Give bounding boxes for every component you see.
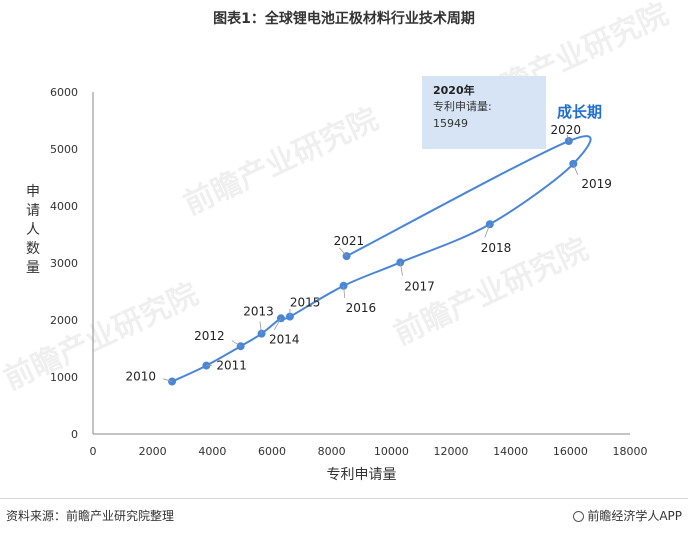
x-tick-label: 6000	[258, 445, 286, 458]
label-leader-2021	[339, 247, 347, 257]
x-tick-label: 8000	[318, 445, 346, 458]
x-tick-label: 10000	[374, 445, 409, 458]
label-leader-2013	[259, 321, 262, 334]
label-leader-2010	[163, 378, 173, 382]
x-tick-label: 18000	[613, 445, 648, 458]
x-tick-label: 4000	[198, 445, 226, 458]
label-leader-2014	[274, 318, 282, 331]
label-leader-2018	[484, 224, 491, 238]
x-tick-label: 2000	[139, 445, 167, 458]
label-leader-2019	[572, 163, 579, 175]
point-label-2020: 2020	[551, 123, 582, 137]
source-note: 资料来源：前瞻产业研究院整理	[6, 509, 175, 523]
point-label-2012: 2012	[194, 329, 225, 343]
chart-title: 图表1：全球锂电池正极材料行业技术周期	[213, 11, 475, 27]
credit-text: 前瞻经济学人APP	[587, 509, 682, 523]
y-tick-label: 2000	[50, 314, 78, 327]
y-axis-title: 申请人数量	[26, 184, 40, 276]
y-tick-label: 6000	[50, 86, 78, 99]
callout-label: 专利申请量:	[433, 99, 492, 113]
point-label-2016: 2016	[346, 301, 377, 315]
y-tick-label: 5000	[50, 143, 78, 156]
copyright-icon	[573, 511, 585, 522]
label-leader-2017	[399, 262, 403, 276]
label-leader-2016	[343, 285, 346, 298]
callout-background	[422, 76, 546, 149]
y-tick-label: 4000	[50, 200, 78, 213]
chart-axes: 0 2000 4000 6000 8000 10000 12000 14000 16000 180…	[26, 86, 648, 483]
point-label-2015: 2015	[290, 296, 321, 310]
y-tick-label: 0	[71, 428, 78, 441]
phase-label: 成长期	[557, 103, 602, 121]
point-label-2010: 2010	[126, 370, 157, 384]
y-tick-label: 1000	[50, 371, 78, 384]
x-axis-title: 专利申请量	[327, 467, 397, 483]
point-label-2021: 2021	[334, 234, 365, 248]
footer-divider	[0, 498, 688, 499]
label-leader-2020	[566, 134, 570, 142]
point-label-2017: 2017	[404, 279, 435, 293]
point-label-2014: 2014	[269, 332, 300, 346]
credit: 前瞻经济学人APP	[573, 507, 682, 524]
label-leader-2012	[231, 340, 241, 347]
point-labels: 2010 2011 2012 2013 2014 2015 2016 2017 2018 2019…	[126, 103, 612, 384]
x-tick-label: 12000	[434, 445, 469, 458]
x-tick-label: 14000	[493, 445, 528, 458]
callout-value: 15949	[433, 117, 468, 130]
point-label-2019: 2019	[581, 177, 612, 191]
point-label-2013: 2013	[243, 305, 274, 319]
point-label-2011: 2011	[216, 359, 247, 373]
watermark-text: 前瞻产业研究院	[179, 102, 384, 222]
x-tick-label: 16000	[553, 445, 588, 458]
y-tick-label: 3000	[50, 257, 78, 270]
callout-year: 2020年	[433, 83, 475, 97]
point-label-2018: 2018	[481, 241, 512, 255]
x-tick-label: 0	[90, 445, 97, 458]
